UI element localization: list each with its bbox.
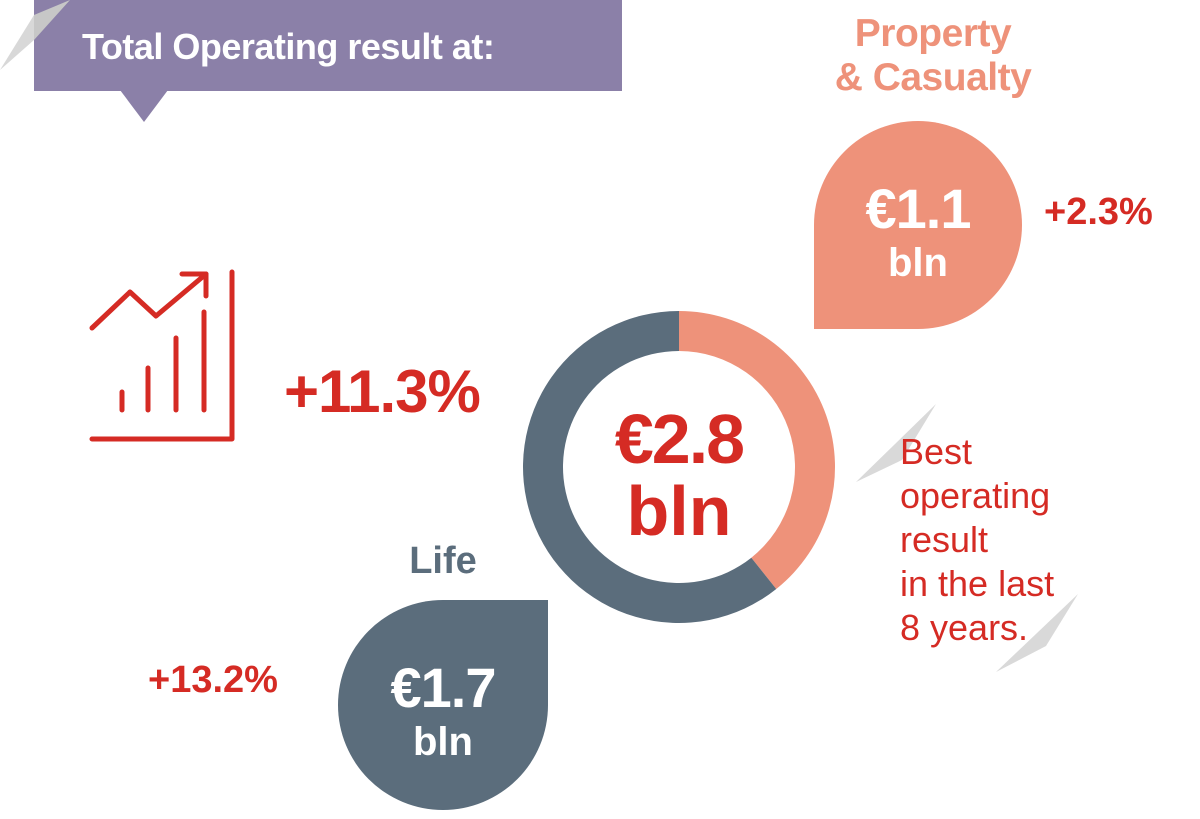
- donut-chart: [522, 311, 835, 623]
- best-result-note: Best operating result in the last 8 year…: [900, 431, 1055, 648]
- property-casualty-amount: €1.1: [865, 177, 972, 240]
- life-drop: €1.7 bln: [338, 600, 548, 810]
- property-casualty-unit: bln: [888, 241, 948, 285]
- page-fold-decoration: [0, 0, 70, 70]
- life-label: Life: [409, 540, 477, 582]
- header-title: Total Operating result at:: [82, 26, 495, 67]
- note-fold-bottom-decoration: [996, 594, 1078, 672]
- note-fold-top-decoration: [856, 404, 936, 482]
- bar-chart-growth-arrow-icon: [89, 269, 235, 442]
- header-notch: [120, 90, 168, 122]
- property-casualty-change: +2.3%: [1044, 191, 1153, 233]
- life-change: +13.2%: [148, 659, 278, 701]
- total-change: +11.3%: [284, 358, 481, 425]
- total-amount: €2.8: [614, 400, 745, 478]
- property-casualty-label: Property & Casualty: [818, 12, 1048, 100]
- property-casualty-label-line2: & Casualty: [834, 56, 1032, 99]
- donut-slice-property-casualty: [679, 311, 835, 589]
- property-casualty-label-line1: Property: [854, 12, 1012, 55]
- total-unit: bln: [626, 472, 732, 550]
- life-amount: €1.7: [390, 656, 497, 719]
- life-unit: bln: [413, 720, 473, 764]
- donut-slice-life: [522, 311, 777, 623]
- property-casualty-drop: €1.1 bln: [814, 121, 1022, 329]
- header-banner: [34, 0, 622, 91]
